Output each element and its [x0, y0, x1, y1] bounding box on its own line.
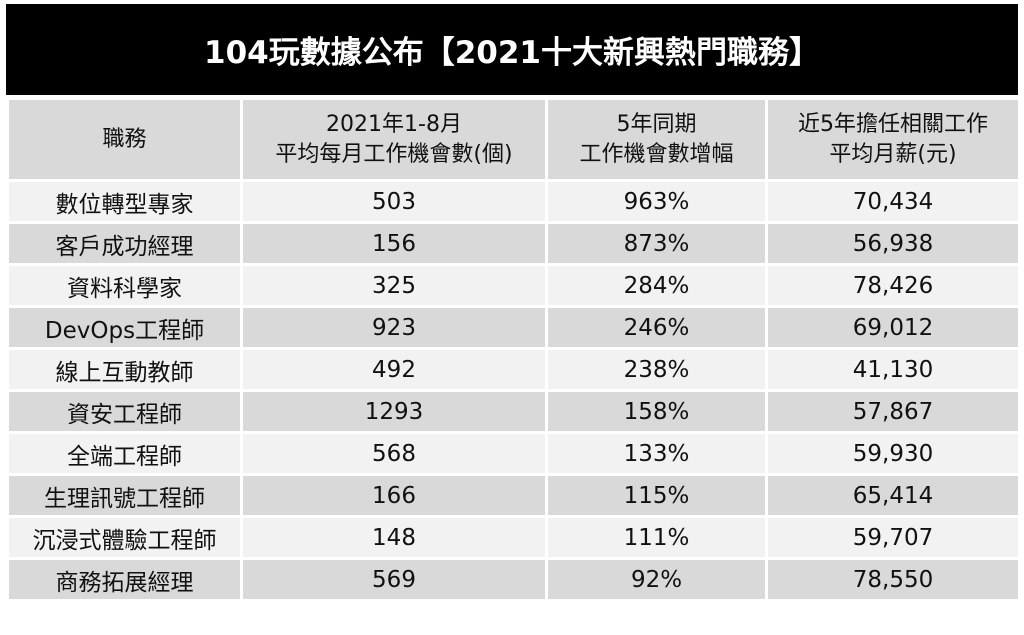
- table-cell: 246%: [545, 305, 768, 350]
- table-cell: 59,930: [765, 431, 1021, 476]
- title: 104玩數據公布【2021十大新興熱門職務】: [6, 4, 1018, 95]
- table-row: 客戶成功經理 156 873% 56,938: [6, 221, 1021, 266]
- header-line: 職務: [102, 126, 147, 152]
- table-cell: 158%: [545, 389, 768, 434]
- header-line: 平均月薪(元): [829, 141, 957, 167]
- table-row: 商務拓展經理 569 92% 78,550: [6, 557, 1021, 602]
- table-cell: 線上互動教師: [6, 347, 243, 392]
- table-cell: 全端工程師: [6, 431, 243, 476]
- table-cell: 92%: [545, 557, 768, 602]
- table-cell: 資安工程師: [6, 389, 243, 434]
- table-row: 資料科學家 325 284% 78,426: [6, 263, 1021, 308]
- table-cell: 客戶成功經理: [6, 221, 243, 266]
- table-cell: 963%: [545, 179, 768, 224]
- table-cell: 78,426: [765, 263, 1021, 308]
- table-cell: 商務拓展經理: [6, 557, 243, 602]
- header-row: 職務 2021年1-8月 平均每月工作機會數(個) 5年同期 工作機會數增幅 近5年擔任相…: [6, 97, 1021, 182]
- table-cell: 923: [240, 305, 548, 350]
- header-line: 2021年1-8月: [326, 111, 462, 137]
- table-cell: 41,130: [765, 347, 1021, 392]
- table-cell: 568: [240, 431, 548, 476]
- table-row: 全端工程師 568 133% 59,930: [6, 431, 1021, 476]
- table-cell: 492: [240, 347, 548, 392]
- header-line: 近5年擔任相關工作: [798, 111, 988, 137]
- header-line: 5年同期: [616, 111, 697, 137]
- table-cell: 資料科學家: [6, 263, 243, 308]
- table-row: DevOps工程師 923 246% 69,012: [6, 305, 1021, 350]
- header-line: 工作機會數增幅: [579, 141, 734, 167]
- table-cell: 111%: [545, 515, 768, 560]
- table-cell: 284%: [545, 263, 768, 308]
- table-cell: 70,434: [765, 179, 1021, 224]
- table-cell: 56,938: [765, 221, 1021, 266]
- table-cell: 873%: [545, 221, 768, 266]
- table-row: 沉浸式體驗工程師 148 111% 59,707: [6, 515, 1021, 560]
- table-cell: 65,414: [765, 473, 1021, 518]
- table-cell: 148: [240, 515, 548, 560]
- table-cell: 69,012: [765, 305, 1021, 350]
- header-cell: 職務: [6, 97, 243, 182]
- table-cell: 生理訊號工程師: [6, 473, 243, 518]
- table-cell: 59,707: [765, 515, 1021, 560]
- header-cell: 5年同期工作機會數增幅: [545, 97, 768, 182]
- jobs-table: 職務 2021年1-8月 平均每月工作機會數(個) 5年同期 工作機會數增幅 近5年擔任相…: [6, 97, 1021, 602]
- table-cell: 238%: [545, 347, 768, 392]
- header-cell: 2021年1-8月平均每月工作機會數(個): [240, 97, 548, 182]
- table-row: 生理訊號工程師 166 115% 65,414: [6, 473, 1021, 518]
- header-cell: 近5年擔任相關工作 平均月薪(元): [765, 97, 1021, 182]
- table-cell: 78,550: [765, 557, 1021, 602]
- table-cell: 503: [240, 179, 548, 224]
- table-row: 資安工程師 1293 158% 57,867: [6, 389, 1021, 434]
- table-cell: 133%: [545, 431, 768, 476]
- table-cell: 325: [240, 263, 548, 308]
- table-cell: 166: [240, 473, 548, 518]
- table-cell: 1293: [240, 389, 548, 434]
- table-cell: DevOps工程師: [6, 305, 243, 350]
- table-cell: 57,867: [765, 389, 1021, 434]
- table-cell: 數位轉型專家: [6, 179, 243, 224]
- table-cell: 569: [240, 557, 548, 602]
- table-cell: 156: [240, 221, 548, 266]
- table-cell: 115%: [545, 473, 768, 518]
- table-cell: 沉浸式體驗工程師: [6, 515, 243, 560]
- header-line: 平均每月工作機會數(個): [275, 141, 513, 167]
- table-row: 數位轉型專家 503 963% 70,434: [6, 179, 1021, 224]
- table-row: 線上互動教師 492 238% 41,130: [6, 347, 1021, 392]
